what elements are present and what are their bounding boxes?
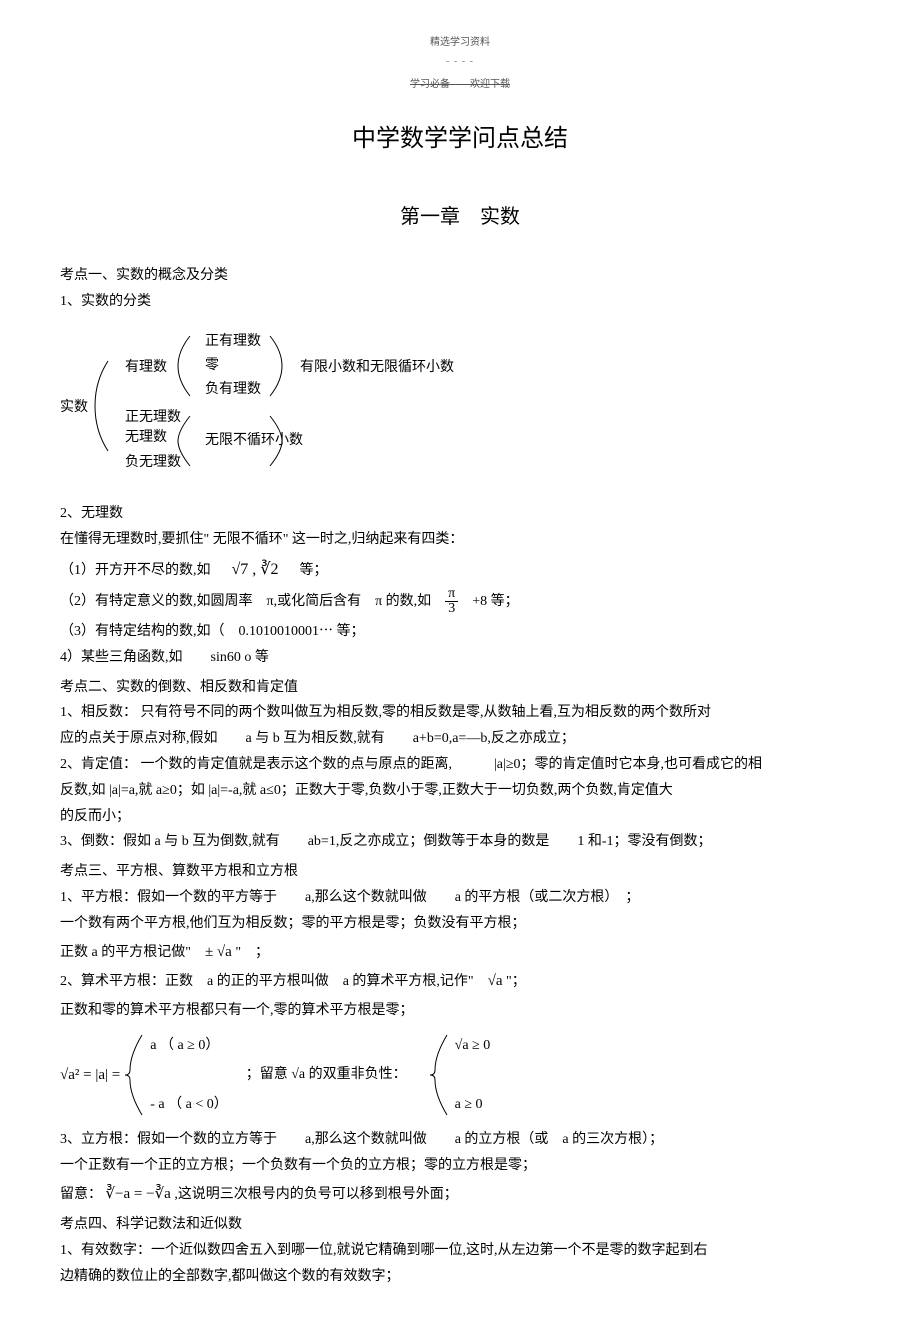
item2-frac: π 3 bbox=[445, 587, 458, 616]
p2a-math: √a bbox=[488, 973, 503, 989]
section4-p2b: 正数和零的算术平方根都只有一个,零的算术平方根是零； bbox=[60, 999, 860, 1023]
tree-rational: 有理数 bbox=[125, 359, 167, 375]
abs-left: √a² = |a| = bbox=[60, 1063, 120, 1089]
section5-head: 考点四、科学记数法和近似数 bbox=[60, 1213, 860, 1237]
item2-b: π,或化简后含有 bbox=[267, 590, 362, 614]
section3-p2b: 反数,如 |a|=a,就 a≥0；如 |a|=-a,就 a≤0；正数大于零,负数… bbox=[60, 779, 860, 803]
section4-p3c: 留意： ∛−a = −∛a ,这说明三次根号内的负号可以移到根号外面； bbox=[60, 1182, 860, 1208]
item1-text-a: （1）开方开不尽的数,如 bbox=[60, 563, 211, 578]
item2-d: +8 等； bbox=[472, 590, 518, 614]
section3-head: 考点二、实数的倒数、相反数和肯定值 bbox=[60, 676, 860, 700]
section4-p3b: 一个正数有一个正的立方根；一个负数有一个负的立方根；零的立方根是零； bbox=[60, 1154, 860, 1178]
abs-formula-row: √a² = |a| = a （ a ≥ 0） - a （ a < 0） ；留意 … bbox=[60, 1030, 860, 1120]
item1-math: √7 , ∛2 bbox=[232, 561, 279, 578]
section3-p2c: 的反而小； bbox=[60, 805, 860, 829]
p2a-b: "； bbox=[506, 974, 526, 989]
p3c-b: ,这说明三次根号内的负号可以移到根号外面； bbox=[174, 1187, 458, 1202]
p1c-a: 正数 a 的平方根记做" bbox=[60, 945, 191, 960]
header-strike: 学习必备 - - - 欢迎下载 bbox=[60, 76, 860, 93]
tree-irrational: 无理数 bbox=[125, 429, 167, 445]
abs-bot: - a （ a < 0） bbox=[150, 1093, 228, 1117]
section4-p3a: 3、立方根：假如一个数的立方等于 a,那么这个数就叫做 a 的立方根（或 a 的… bbox=[60, 1128, 860, 1152]
section1-head: 考点一、实数的概念及分类 bbox=[60, 264, 860, 288]
section2-item3: （3）有特定结构的数,如（ 0.1010010001⋯ 等； bbox=[60, 620, 860, 644]
tree-neg-rat: 负有理数 bbox=[205, 381, 261, 397]
abs-top: a （ a ≥ 0） bbox=[150, 1034, 228, 1058]
section4-head: 考点三、平方根、算数平方根和立方根 bbox=[60, 860, 860, 884]
tree-root: 实数 bbox=[60, 399, 88, 415]
section3-p2a: 2、肯定值： 一个数的肯定值就是表示这个数的点与原点的距离, |a|≥0；零的肯… bbox=[60, 753, 860, 777]
brace-left-1 bbox=[120, 1030, 150, 1120]
frac-top: π bbox=[445, 587, 458, 602]
p1c-math: ± √a bbox=[205, 944, 232, 960]
section5-p1a: 1、有效数字：一个近似数四舍五入到哪一位,就说它精确到哪一位,这时,从左边第一个… bbox=[60, 1239, 860, 1263]
section3-p1b: 应的点关于原点对称,假如 a 与 b 互为相反数,就有 a+b=0,a=—b,反… bbox=[60, 727, 860, 751]
section2-item4: 4）某些三角函数,如 sin60 o 等 bbox=[60, 646, 860, 670]
section4-p1b: 一个数有两个平方根,他们互为相反数；零的平方根是零；负数没有平方根； bbox=[60, 912, 860, 936]
tree-irr-desc: 无限不循环小数 bbox=[205, 432, 303, 448]
section2-item1: （1）开方开不尽的数,如 √7 , ∛2 等； bbox=[60, 556, 860, 583]
nn-top: √a ≥ 0 bbox=[455, 1034, 491, 1058]
section4-p2a: 2、算术平方根：正数 a 的正的平方根叫做 a 的算术平方根,记作" √a "； bbox=[60, 969, 860, 995]
page-title: 中学数学学问点总结 bbox=[60, 119, 860, 160]
section4-p1a: 1、平方根：假如一个数的平方等于 a,那么这个数就叫做 a 的平方根（或二次方根… bbox=[60, 886, 860, 910]
tree-pos-irr: 正无理数 bbox=[125, 409, 181, 425]
frac-bot: 3 bbox=[448, 602, 455, 616]
header-dashes: - - - - bbox=[60, 53, 860, 70]
section3-p3: 3、倒数：假如 a 与 b 互为倒数,就有 ab=1,反之亦成立；倒数等于本身的… bbox=[60, 830, 860, 854]
tree-neg-irr: 负无理数 bbox=[125, 454, 181, 470]
tree-pos-rat: 正有理数 bbox=[205, 333, 261, 349]
section3-p1a: 1、相反数： 只有符号不同的两个数叫做互为相反数,零的相反数是零,从数轴上看,互… bbox=[60, 701, 860, 725]
nn-bot: a ≥ 0 bbox=[455, 1093, 491, 1117]
section5-p1b: 边精确的数位止的全部数字,都叫做这个数的有效数字； bbox=[60, 1265, 860, 1289]
p3c-math: ∛−a = −∛a bbox=[106, 1186, 171, 1202]
section4-p1c: 正数 a 的平方根记做" ± √a " ； bbox=[60, 940, 860, 966]
header-tag: 精选学习资料 bbox=[60, 34, 860, 51]
item1-text-b: 等； bbox=[299, 563, 327, 578]
tree-rat-desc: 有限小数和无限循环小数 bbox=[300, 359, 454, 375]
section2-p1: 在懂得无理数时,要抓住" 无限不循环" 这一时之,归纳起来有四类： bbox=[60, 528, 860, 552]
p1c-b: " ； bbox=[235, 945, 269, 960]
item2-a: （2）有特定意义的数,如圆周率 bbox=[60, 590, 253, 614]
tree-zero: 零 bbox=[205, 357, 219, 373]
item2-c: π 的数,如 bbox=[375, 590, 431, 614]
brace-left-2 bbox=[425, 1030, 455, 1120]
classification-tree: 实数 有理数 无理数 正有理数 零 负有理数 有限小数和无限循环小数 正无理数 … bbox=[60, 321, 640, 481]
section2-item2: （2）有特定意义的数,如圆周率 π,或化简后含有 π 的数,如 π 3 +8 等… bbox=[60, 587, 860, 616]
section2-head: 2、无理数 bbox=[60, 502, 860, 526]
p3c-a: 留意： bbox=[60, 1187, 102, 1202]
section1-p1: 1、实数的分类 bbox=[60, 290, 860, 314]
chapter-title: 第一章 实数 bbox=[60, 200, 860, 234]
p2a-text: 2、算术平方根：正数 a 的正的平方根叫做 a 的算术平方根,记作" bbox=[60, 974, 474, 989]
abs-mid: ；留意 √a 的双重非负性： bbox=[246, 1063, 407, 1087]
